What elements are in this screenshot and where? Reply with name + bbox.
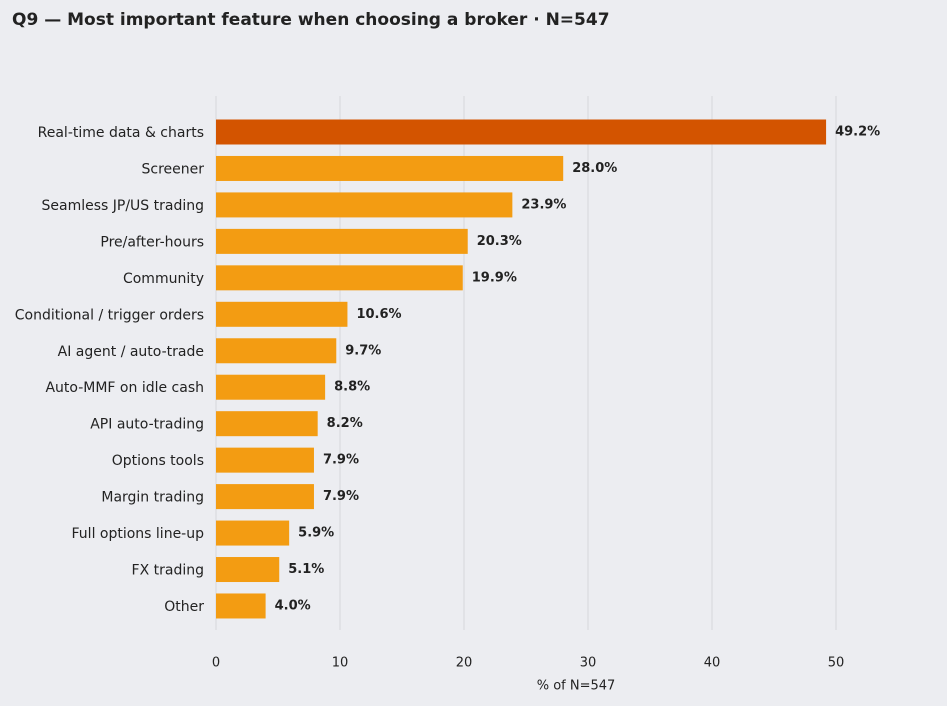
bar	[216, 338, 337, 364]
value-label: 19.9%	[472, 270, 517, 285]
value-label: 49.2%	[835, 125, 880, 140]
y-tick-label: Conditional / trigger orders	[15, 307, 204, 323]
value-label: 7.9%	[323, 453, 359, 468]
y-tick-label: FX trading	[132, 563, 204, 579]
y-tick-label: Margin trading	[101, 490, 204, 506]
bar	[216, 228, 468, 254]
chart-title: Q9 — Most important feature when choosin…	[12, 10, 610, 30]
bar	[216, 374, 326, 400]
bar	[216, 265, 463, 291]
value-label: 8.2%	[327, 416, 363, 431]
value-label: 4.0%	[275, 598, 311, 613]
x-tick-label: 50	[828, 656, 845, 671]
value-label: 8.8%	[334, 380, 370, 395]
bar	[216, 484, 314, 510]
y-tick-label: API auto-trading	[90, 417, 204, 433]
y-tick-label: Options tools	[112, 453, 204, 469]
y-tick-label: Pre/after-hours	[100, 234, 204, 250]
value-label: 28.0%	[572, 161, 617, 176]
x-tick-label: 10	[332, 656, 349, 671]
value-label: 10.6%	[356, 307, 401, 322]
bar	[216, 447, 314, 473]
bar	[216, 192, 513, 218]
y-tick-label: Community	[123, 271, 204, 287]
bar	[216, 557, 280, 583]
x-tick-label: 40	[704, 656, 721, 671]
bar	[216, 155, 564, 181]
bar	[216, 301, 348, 327]
bar	[216, 411, 318, 437]
value-label: 23.9%	[521, 197, 566, 212]
value-label: 5.1%	[288, 562, 324, 577]
y-tick-label: AI agent / auto-trade	[58, 344, 204, 360]
y-tick-label: Screener	[141, 161, 204, 177]
x-tick-label: 30	[580, 656, 597, 671]
y-tick-label: Auto-MMF on idle cash	[45, 380, 204, 396]
x-tick-label: 0	[212, 656, 220, 671]
x-tick-label: 20	[456, 656, 473, 671]
bar	[216, 520, 290, 546]
value-label: 20.3%	[477, 234, 522, 249]
y-tick-label: Real-time data & charts	[38, 125, 204, 141]
y-tick-label: Seamless JP/US trading	[42, 198, 205, 214]
y-tick-label: Other	[164, 599, 204, 615]
x-axis-label: % of N=547	[537, 679, 616, 694]
value-label: 5.9%	[298, 526, 334, 541]
y-tick-label: Full options line-up	[72, 526, 205, 542]
bar	[216, 119, 827, 145]
value-label: 7.9%	[323, 489, 359, 504]
bar	[216, 593, 266, 619]
value-label: 9.7%	[345, 343, 381, 358]
